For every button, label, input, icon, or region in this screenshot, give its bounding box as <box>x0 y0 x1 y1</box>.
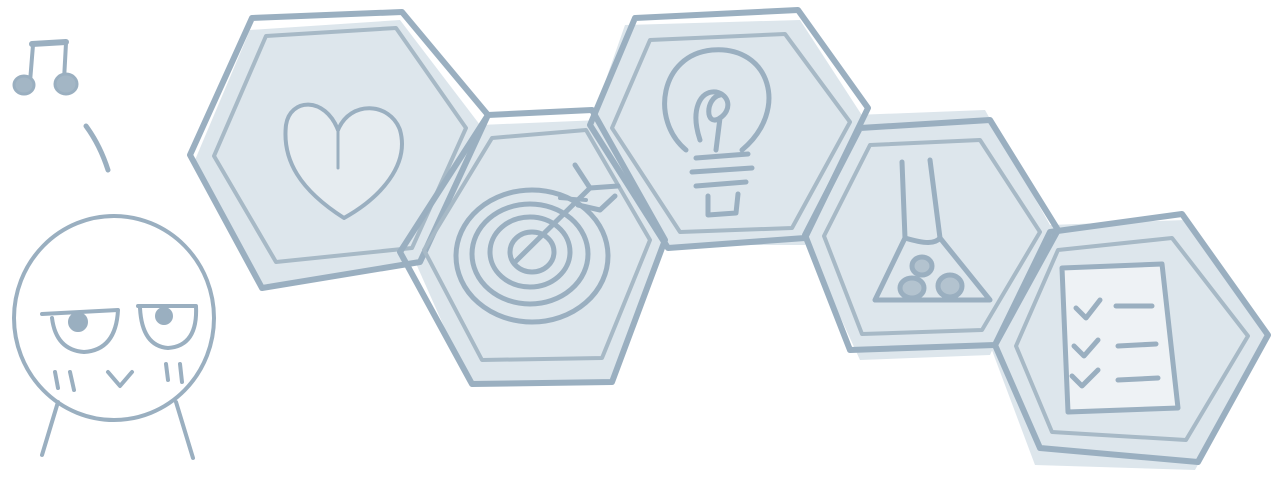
hexagon-heart <box>187 9 491 291</box>
character-mouth <box>106 370 134 388</box>
character-head <box>12 214 216 422</box>
target-icon <box>453 162 621 325</box>
checklist-icon <box>1059 261 1181 415</box>
hexagon-checklist <box>992 211 1271 465</box>
character-left-eye <box>40 308 120 354</box>
hexagon-target <box>397 107 668 387</box>
lightbulb-icon <box>662 47 772 218</box>
character-right-eye <box>136 304 199 350</box>
doodle-character <box>12 214 216 460</box>
flask-icon <box>872 157 993 303</box>
music-note-icon <box>12 39 111 173</box>
